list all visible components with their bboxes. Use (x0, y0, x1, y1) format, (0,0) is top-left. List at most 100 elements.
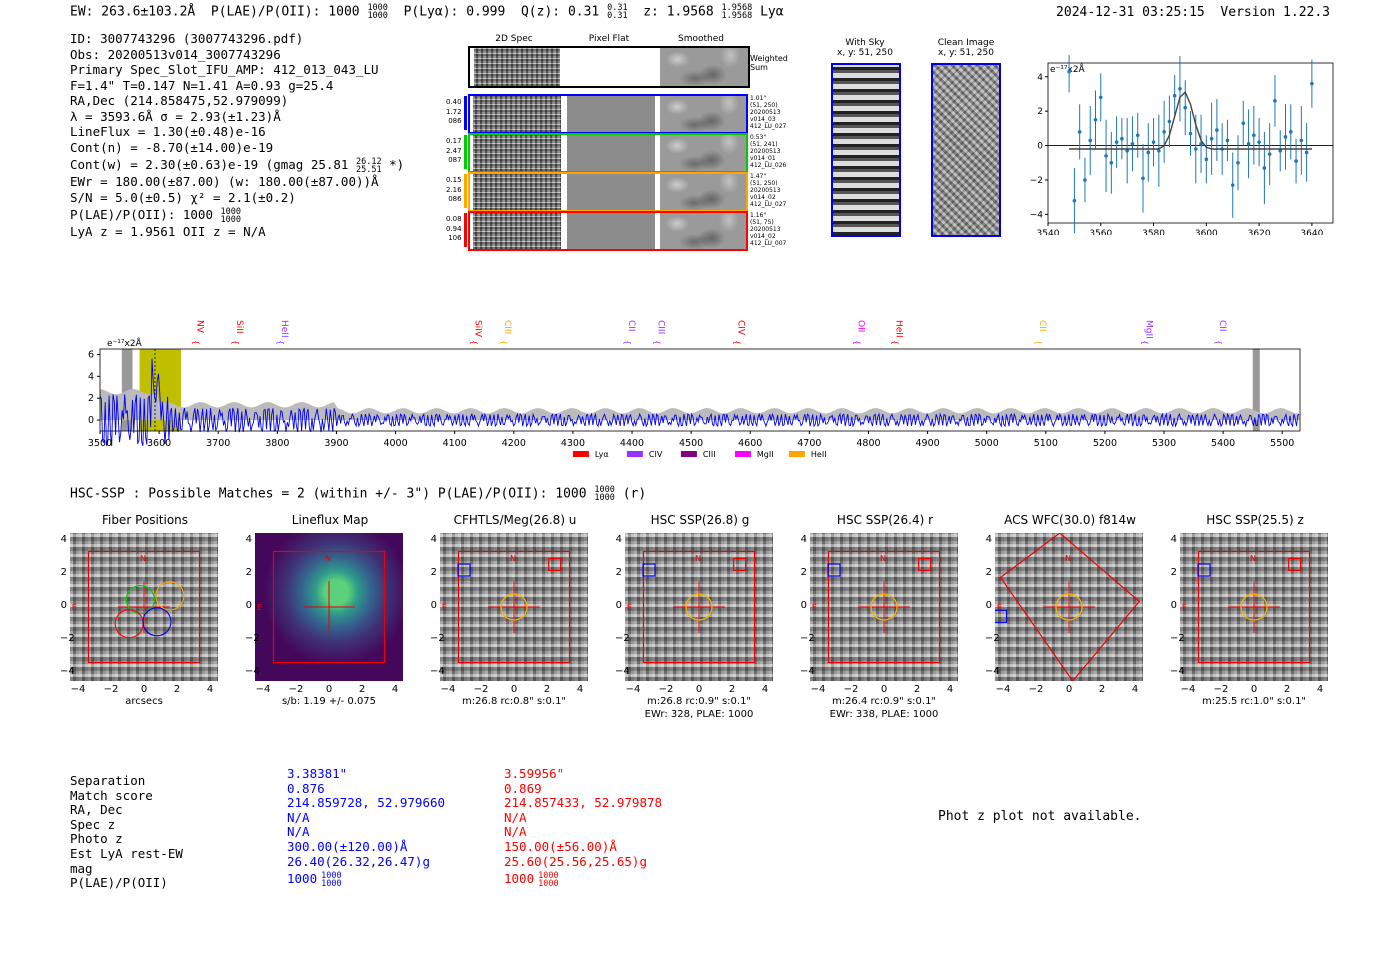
weighted-smooth-image (660, 48, 748, 86)
cutout-ytick-label: −2 (60, 633, 75, 644)
full-error-band (100, 388, 1300, 421)
match-value: 26.40(26.32,26.47)g (287, 853, 430, 869)
full-legend-swatch (626, 451, 643, 457)
cutout-ytick-label: 4 (615, 534, 622, 545)
clean-image (931, 63, 1001, 237)
cutout-xtick-label: 4 (1316, 684, 1324, 695)
zoom-data-point (1273, 99, 1277, 103)
compass-east-label: E (997, 603, 1002, 612)
zoom-data-point (1083, 178, 1087, 182)
full-emission-line-brace: { (1034, 340, 1043, 345)
zoom-data-point (1141, 176, 1145, 181)
cutout-ytick-label: 4 (800, 534, 807, 545)
cutout-ytick-label: 0 (60, 600, 67, 611)
cutout-xtick-label: −4 (995, 684, 1011, 695)
full-emission-line-label: CII (1037, 320, 1047, 332)
full-xtick-label: 3600 (147, 438, 171, 449)
spec2d-row-right-values: 1.47" (51, 250) 20200513 v014_02 412_LU_027 (750, 173, 787, 208)
cutout-ytick-label: 4 (60, 534, 67, 545)
full-emission-line-brace: { (653, 340, 662, 345)
cutout-xtick-label: 2 (913, 684, 921, 695)
compass-north-label: N (140, 554, 146, 563)
match-value: N/A (504, 824, 527, 840)
match-label: Est LyA rest-EW (70, 845, 183, 861)
full-xtick-label: 4100 (443, 438, 467, 449)
cutout-overlay: NE (257, 550, 386, 664)
cutout-xtick-label: 4 (391, 684, 399, 695)
spec2d-row-left-values: 0.40 1.72 086 (446, 98, 462, 125)
cutout-title: HSC SSP(26.4) r (836, 513, 934, 527)
full-xtick-label: 5200 (1093, 438, 1117, 449)
cutout-caption: s/b: 1.19 +/- 0.075 (281, 696, 377, 707)
cutout-xtick-label: 2 (728, 684, 736, 695)
header-plya: P(Lyα): 0.999 (403, 4, 506, 20)
zoom-data-point (1288, 130, 1293, 134)
header-summary: EW: 263.6±103.2Å P(LAE)/P(OII): 1000 100… (70, 4, 784, 21)
cutout-xtick-label: 0 (1065, 684, 1073, 695)
full-xtick-label: 4300 (561, 438, 585, 449)
zoom-data-point (1151, 140, 1156, 144)
spec2d-row-2d-image (473, 174, 561, 210)
cutout-footprint (272, 550, 386, 664)
cutout-footprint (87, 550, 201, 664)
zoom-xtick-label: 3540 (1037, 229, 1060, 235)
info-lyaz: LyA z = 1.9561 OII z = N/A (70, 224, 266, 239)
zoom-data-point (1104, 154, 1108, 158)
full-emission-line-label: CIII (656, 320, 666, 334)
zoom-data-point (1125, 148, 1129, 153)
cutout-title: CFHTLS/Meg(26.8) u (453, 513, 577, 527)
spec2d-row-colorbar (464, 174, 467, 208)
zoom-data-point (1215, 128, 1219, 132)
full-emission-line-brace: { (231, 340, 240, 345)
full-legend-label: HeII (811, 450, 827, 459)
version: Version 1.22.3 (1220, 5, 1330, 20)
match-label: RA, Dec (70, 802, 123, 818)
cutout-ytick-label: 0 (430, 600, 437, 611)
spec2d-row-smooth-image (660, 213, 746, 249)
cutout-xtick-label: 0 (325, 684, 333, 695)
spec2d-row-colorbar (464, 213, 467, 247)
zoom-data-point (1146, 150, 1151, 155)
zoom-data-point (1257, 140, 1261, 144)
full-emission-line-label: SiII (234, 320, 244, 334)
compass-east-label: E (442, 603, 447, 612)
compass-east-label: E (627, 603, 632, 612)
header-qz: Q(z): 0.31 (520, 4, 600, 20)
full-emission-line-label: CIV (735, 320, 745, 336)
cutout-title: HSC SSP(25.5) z (1206, 513, 1304, 527)
hsc-headline: HSC-SSP : Possible Matches = 2 (within +… (70, 485, 647, 503)
cutout-ytick-label: 2 (245, 567, 252, 578)
zoom-data-point (1157, 148, 1161, 153)
aperture-circle (685, 593, 713, 621)
weighted-2d-image (474, 48, 560, 86)
full-ytick-label: 4 (88, 371, 94, 382)
full-xtick-label: 4400 (620, 438, 644, 449)
zoom-ytick-label: 2 (1037, 107, 1043, 117)
cutout-title: Fiber Positions (101, 513, 189, 527)
spec2d-row-2d-image (473, 96, 561, 132)
zoom-data-point (1067, 69, 1071, 74)
full-emission-line-brace: { (469, 340, 478, 345)
cutout-caption-2: EWr: 328, PLAE: 1000 (644, 709, 754, 720)
cutout-caption: m:26.4 rc:0.9" s:0.1" (831, 696, 937, 707)
full-masked-region (121, 349, 133, 431)
full-ytick-label: 6 (88, 349, 94, 360)
match-red-box (1288, 557, 1302, 572)
cutout-ytick-label: −4 (60, 666, 75, 677)
full-axes-frame (99, 348, 1301, 432)
full-xtick-label: 5500 (1270, 438, 1294, 449)
match-value: 150.00(±56.00)Å (504, 838, 617, 854)
zoom-data-point (1093, 117, 1098, 122)
cutout-footprint (999, 533, 1141, 681)
zoom-xtick-label: 3560 (1089, 229, 1112, 235)
full-emission-line-brace: { (276, 340, 285, 345)
cutout-overlay: NE (812, 550, 941, 664)
cutout-xtick-label: −4 (255, 684, 271, 695)
spec2d-row (468, 172, 748, 212)
cutout-ytick-label: 4 (1170, 534, 1177, 545)
zoom-spectrum-plot: e⁻¹⁷x2Å 4 2 0 −2 −4 3540 3560 3580 3600 3620 3640 (1030, 55, 1334, 235)
match-red: 3.59956" 0.869 214.857433, 52.979878 N/A N/A… (504, 766, 662, 888)
zoom-data-point (1130, 142, 1135, 146)
